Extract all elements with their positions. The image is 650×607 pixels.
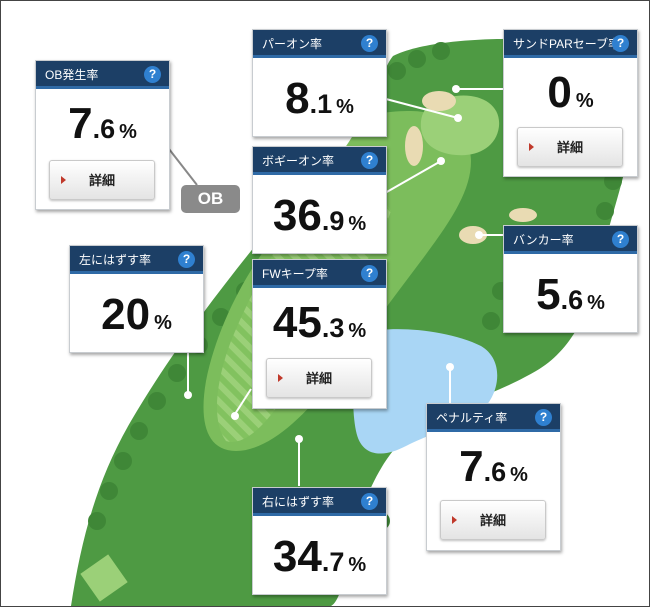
left-miss-rate-label: 左にはずす率 [79, 253, 152, 267]
left-miss-rate-card: 左にはずす率 ? 20% [69, 245, 204, 353]
left-miss-rate-header: 左にはずす率 ? [70, 246, 203, 274]
right-miss-rate-value: 34.7% [272, 532, 367, 581]
bogey-on-rate-value: 36.9% [272, 191, 367, 240]
par-on-rate-label: パーオン率 [262, 37, 323, 51]
penalty-rate-card: ペナルティ率 ? 7.6% 詳細 [426, 403, 561, 551]
red-arrow-icon [61, 176, 66, 184]
bunker-rate-value: 5.6% [536, 270, 605, 319]
right-miss-rate-card: 右にはずす率 ? 34.7% [252, 487, 387, 595]
fw-keep-rate-card: FWキープ率 ? 45.3% 詳細 [252, 259, 387, 409]
bogey-on-rate-label: ボギーオン率 [262, 154, 335, 168]
ob-detail-button[interactable]: 詳細 [49, 160, 155, 200]
sand-par-save-rate-value: 0% [547, 68, 594, 117]
help-icon[interactable]: ? [612, 35, 629, 52]
sand-par-save-rate-label: サンドPARセーブ率 [513, 37, 621, 51]
fw-keep-detail-button[interactable]: 詳細 [266, 358, 372, 398]
ob-marker: OB [181, 185, 240, 213]
red-arrow-icon [529, 143, 534, 151]
help-icon[interactable]: ? [535, 409, 552, 426]
penalty-rate-label: ペナルティ率 [436, 411, 508, 425]
bogey-on-rate-card: ボギーオン率 ? 36.9% [252, 146, 387, 254]
par-on-rate-header: パーオン率 ? [253, 30, 386, 58]
help-icon[interactable]: ? [361, 152, 378, 169]
bunker-rate-label: バンカー率 [513, 233, 574, 247]
ob-rate-card: OB発生率 ? 7.6% 詳細 [35, 60, 170, 210]
penalty-detail-button[interactable]: 詳細 [440, 500, 546, 540]
fw-keep-rate-header: FWキープ率 ? [253, 260, 386, 288]
sand-save-detail-button[interactable]: 詳細 [517, 127, 623, 167]
par-on-rate-card: パーオン率 ? 8.1% [252, 29, 387, 137]
help-icon[interactable]: ? [178, 251, 195, 268]
ob-rate-value: 7.6% [68, 99, 137, 148]
fw-keep-rate-label: FWキープ率 [262, 267, 328, 281]
par-on-rate-value: 8.1% [285, 74, 354, 123]
fw-keep-rate-value: 45.3% [272, 298, 367, 347]
bunker-rate-header: バンカー率 ? [504, 226, 637, 254]
red-arrow-icon [452, 516, 457, 524]
red-arrow-icon [278, 374, 283, 382]
help-icon[interactable]: ? [361, 265, 378, 282]
bogey-on-rate-header: ボギーオン率 ? [253, 147, 386, 175]
right-miss-rate-label: 右にはずす率 [262, 495, 335, 509]
help-icon[interactable]: ? [361, 35, 378, 52]
left-miss-rate-value: 20% [101, 290, 172, 339]
sand-par-save-rate-header: サンドPARセーブ率 ? [504, 30, 637, 58]
penalty-rate-header: ペナルティ率 ? [427, 404, 560, 432]
ob-rate-header: OB発生率 ? [36, 61, 169, 89]
tee-box [80, 554, 128, 602]
right-miss-rate-header: 右にはずす率 ? [253, 488, 386, 516]
penalty-rate-value: 7.6% [459, 442, 528, 491]
bunker-rate-card: バンカー率 ? 5.6% [503, 225, 638, 333]
ob-rate-label: OB発生率 [45, 68, 99, 82]
bunker-areas [405, 91, 537, 244]
help-icon[interactable]: ? [144, 66, 161, 83]
help-icon[interactable]: ? [612, 231, 629, 248]
help-icon[interactable]: ? [361, 493, 378, 510]
sand-par-save-rate-card: サンドPARセーブ率 ? 0% 詳細 [503, 29, 638, 177]
